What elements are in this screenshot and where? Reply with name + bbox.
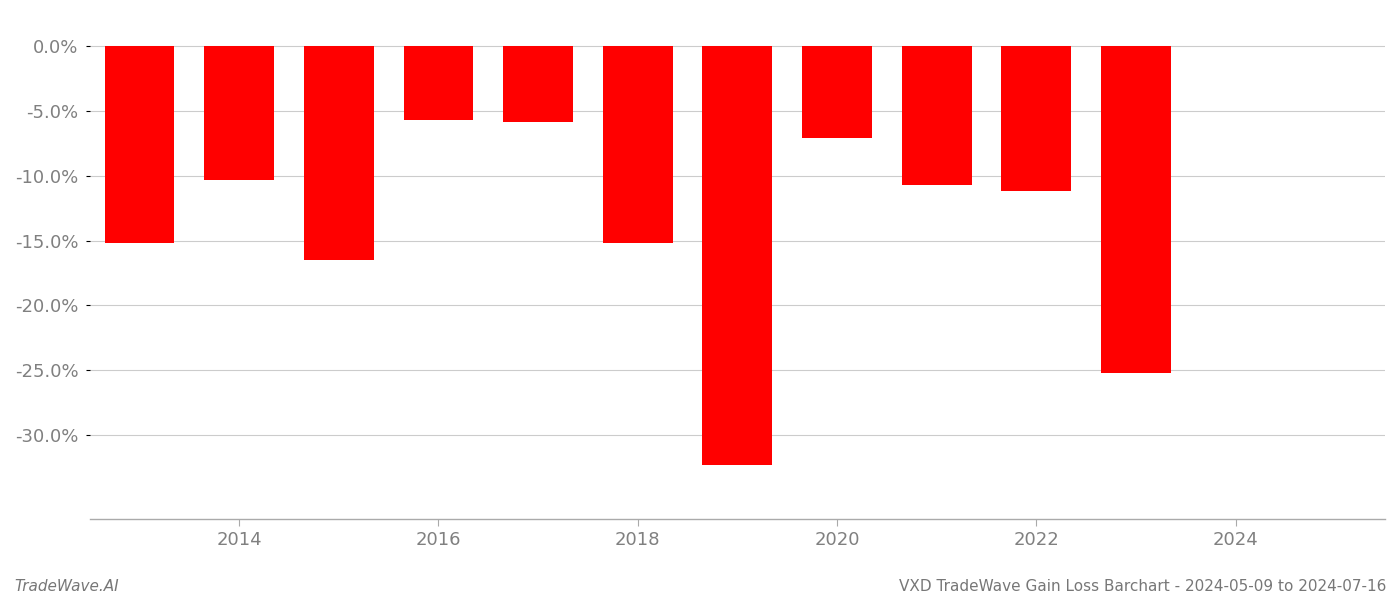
Bar bbox=[703, 46, 773, 465]
Bar bbox=[1100, 46, 1170, 373]
Bar bbox=[802, 46, 872, 139]
Bar bbox=[1001, 46, 1071, 191]
Bar bbox=[204, 46, 274, 180]
Bar bbox=[902, 46, 972, 185]
Bar bbox=[105, 46, 175, 244]
Bar bbox=[403, 46, 473, 120]
Bar bbox=[503, 46, 573, 122]
Bar bbox=[603, 46, 672, 244]
Text: VXD TradeWave Gain Loss Barchart - 2024-05-09 to 2024-07-16: VXD TradeWave Gain Loss Barchart - 2024-… bbox=[899, 579, 1386, 594]
Bar bbox=[304, 46, 374, 260]
Text: TradeWave.AI: TradeWave.AI bbox=[14, 579, 119, 594]
